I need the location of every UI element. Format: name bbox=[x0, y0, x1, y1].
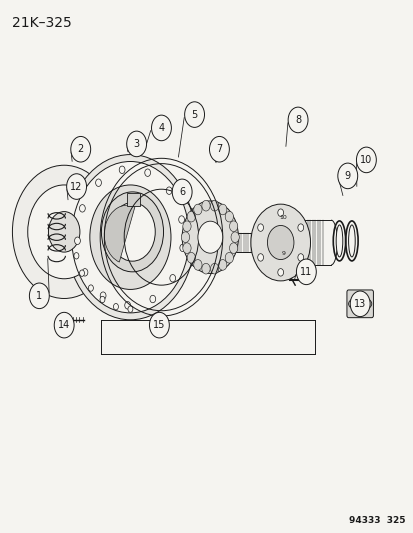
Circle shape bbox=[225, 253, 233, 263]
Ellipse shape bbox=[348, 297, 371, 310]
Circle shape bbox=[172, 179, 192, 205]
Circle shape bbox=[218, 204, 226, 215]
Circle shape bbox=[71, 136, 90, 162]
Circle shape bbox=[277, 269, 283, 276]
Circle shape bbox=[296, 259, 316, 285]
FancyBboxPatch shape bbox=[127, 193, 140, 206]
Text: 14: 14 bbox=[58, 320, 70, 330]
Circle shape bbox=[149, 312, 169, 338]
Circle shape bbox=[210, 200, 218, 211]
Ellipse shape bbox=[335, 225, 342, 257]
Circle shape bbox=[151, 115, 171, 141]
Circle shape bbox=[79, 270, 84, 276]
Circle shape bbox=[297, 254, 303, 261]
Circle shape bbox=[209, 136, 229, 162]
Circle shape bbox=[71, 161, 189, 313]
Circle shape bbox=[109, 203, 155, 261]
Circle shape bbox=[79, 205, 85, 212]
Circle shape bbox=[95, 179, 101, 187]
Circle shape bbox=[74, 237, 80, 245]
Circle shape bbox=[119, 166, 125, 174]
Circle shape bbox=[202, 200, 210, 211]
Circle shape bbox=[287, 107, 307, 133]
Text: 2: 2 bbox=[77, 144, 84, 154]
Circle shape bbox=[88, 285, 93, 291]
Circle shape bbox=[113, 303, 118, 310]
Text: 3: 3 bbox=[133, 139, 139, 149]
Circle shape bbox=[28, 185, 100, 279]
Circle shape bbox=[277, 209, 283, 216]
Circle shape bbox=[210, 263, 218, 274]
Circle shape bbox=[184, 102, 204, 127]
Text: 8: 8 bbox=[294, 115, 300, 125]
Circle shape bbox=[218, 260, 226, 270]
Circle shape bbox=[297, 224, 303, 231]
Circle shape bbox=[100, 292, 106, 300]
Text: 12: 12 bbox=[70, 182, 83, 191]
Circle shape bbox=[183, 221, 191, 231]
Circle shape bbox=[54, 312, 74, 338]
Circle shape bbox=[267, 225, 293, 260]
Circle shape bbox=[229, 243, 237, 254]
Circle shape bbox=[101, 192, 163, 272]
Circle shape bbox=[66, 174, 86, 199]
Circle shape bbox=[193, 204, 202, 215]
Circle shape bbox=[169, 274, 175, 282]
Text: 5: 5 bbox=[191, 110, 197, 119]
Ellipse shape bbox=[348, 225, 354, 257]
Circle shape bbox=[181, 232, 189, 243]
Circle shape bbox=[48, 212, 80, 252]
Circle shape bbox=[257, 254, 263, 261]
Text: 1: 1 bbox=[36, 291, 42, 301]
Circle shape bbox=[187, 253, 195, 263]
Circle shape bbox=[183, 243, 191, 254]
Circle shape bbox=[225, 211, 233, 222]
Text: 9: 9 bbox=[281, 251, 285, 255]
Text: 7: 7 bbox=[216, 144, 222, 154]
Circle shape bbox=[12, 165, 116, 298]
Circle shape bbox=[126, 131, 146, 157]
Text: 6: 6 bbox=[179, 187, 185, 197]
Text: 11: 11 bbox=[299, 267, 312, 277]
FancyBboxPatch shape bbox=[346, 290, 373, 318]
Wedge shape bbox=[104, 205, 135, 262]
Circle shape bbox=[66, 155, 194, 320]
Circle shape bbox=[250, 204, 310, 281]
Circle shape bbox=[145, 169, 150, 176]
Circle shape bbox=[229, 221, 237, 231]
Circle shape bbox=[193, 260, 202, 270]
Text: 4: 4 bbox=[158, 123, 164, 133]
Circle shape bbox=[100, 296, 104, 303]
Circle shape bbox=[230, 232, 239, 243]
Circle shape bbox=[82, 269, 88, 276]
Circle shape bbox=[179, 244, 185, 252]
Text: 21K–325: 21K–325 bbox=[12, 16, 72, 30]
Text: 10: 10 bbox=[278, 215, 286, 220]
Circle shape bbox=[187, 211, 195, 222]
Text: 94333  325: 94333 325 bbox=[349, 516, 405, 525]
Circle shape bbox=[150, 295, 155, 303]
Circle shape bbox=[349, 291, 369, 317]
Circle shape bbox=[29, 283, 49, 309]
Circle shape bbox=[128, 306, 133, 312]
Circle shape bbox=[197, 221, 222, 253]
Circle shape bbox=[74, 253, 79, 259]
Text: 13: 13 bbox=[353, 299, 366, 309]
Circle shape bbox=[124, 302, 130, 309]
Circle shape bbox=[90, 185, 171, 289]
Circle shape bbox=[202, 263, 210, 274]
Circle shape bbox=[166, 187, 172, 195]
Circle shape bbox=[182, 201, 238, 273]
Circle shape bbox=[178, 216, 184, 223]
Circle shape bbox=[337, 163, 357, 189]
Text: 10: 10 bbox=[359, 155, 372, 165]
Circle shape bbox=[356, 147, 375, 173]
Circle shape bbox=[257, 224, 263, 231]
Text: 15: 15 bbox=[153, 320, 165, 330]
Text: 9: 9 bbox=[344, 171, 350, 181]
Bar bbox=[58, 314, 64, 325]
